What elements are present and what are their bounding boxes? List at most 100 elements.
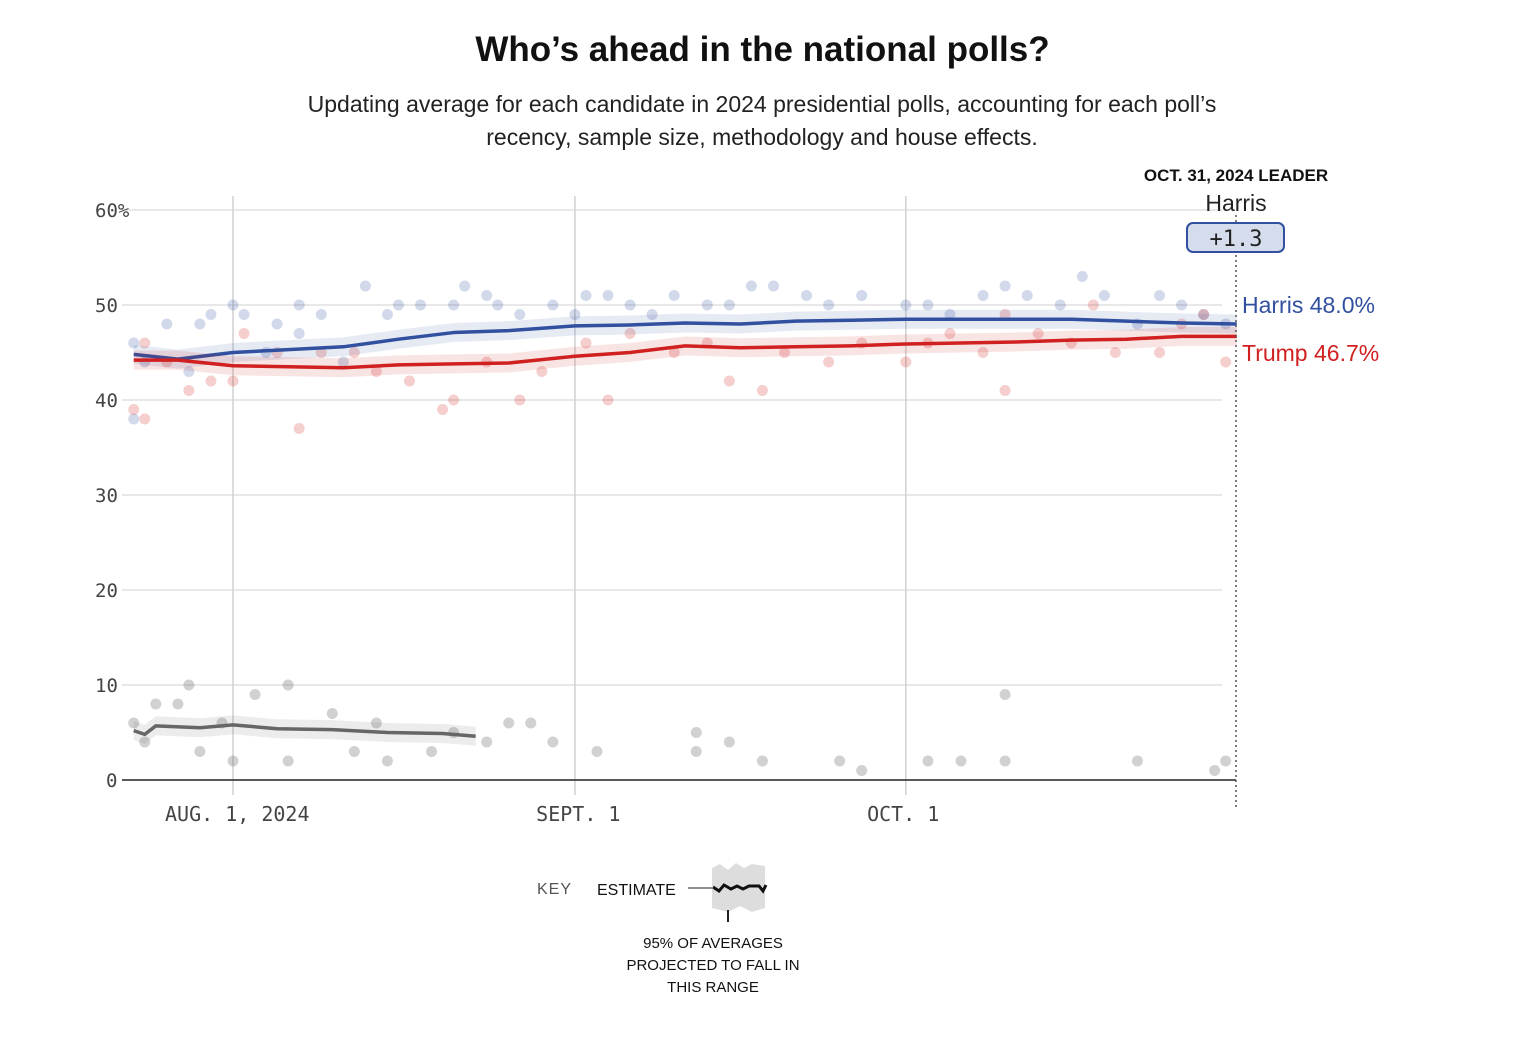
poll-dot: [569, 309, 581, 320]
poll-dot: [900, 299, 912, 311]
y-tick-label: 40: [95, 390, 118, 412]
poll-dot: [348, 347, 360, 358]
chart-title: Who’s ahead in the national polls?: [475, 30, 1050, 69]
poll-dot: [1176, 299, 1188, 311]
poll-dot: [481, 290, 493, 301]
poll-dot: [161, 318, 173, 330]
other-trend-line: [133, 723, 476, 739]
x-tick-label: AUG. 1, 2024: [165, 802, 310, 826]
poll-dot: [999, 385, 1011, 396]
key-line-sample: [712, 883, 768, 894]
poll-dot: [403, 375, 415, 387]
poll-dot: [1076, 271, 1088, 282]
poll-dot: [723, 736, 735, 748]
poll-dot: [823, 299, 835, 311]
key-range-note: 95% OF AVERAGES PROJECTED TO FALL IN THI…: [600, 933, 826, 999]
poll-dot: [690, 727, 702, 738]
poll-dot: [271, 318, 283, 330]
poll-dot: [1154, 347, 1166, 358]
poll-dot: [1220, 755, 1232, 767]
poll-dot: [1198, 309, 1210, 320]
leader-name: Harris: [1205, 190, 1266, 216]
poll-dot: [525, 717, 537, 729]
poll-dot: [668, 290, 680, 301]
poll-dot: [415, 299, 427, 311]
poll-dot: [437, 404, 449, 415]
poll-dot: [701, 299, 713, 311]
poll-dot: [999, 309, 1011, 320]
poll-dot: [238, 328, 250, 339]
poll-dot: [503, 717, 515, 729]
poll-dot: [183, 385, 195, 396]
poll-dot: [944, 309, 956, 320]
poll-dot: [602, 290, 614, 301]
poll-dot: [547, 736, 559, 748]
poll-dot: [227, 755, 239, 767]
poll-dot: [492, 299, 504, 311]
key-range-note-line: PROJECTED TO FALL IN: [626, 957, 800, 974]
y-tick-label: 20: [95, 580, 118, 602]
poll-dot: [139, 736, 151, 748]
poll-dot: [1098, 290, 1110, 301]
poll-dot: [139, 413, 151, 425]
poll-dot: [801, 290, 813, 301]
poll-dot: [723, 375, 735, 387]
poll-dot: [834, 755, 846, 767]
poll-dot: [1032, 328, 1044, 339]
poll-dot: [944, 328, 956, 339]
poll-dot: [514, 309, 526, 320]
poll-dot: [856, 765, 868, 776]
x-tick-label: SEPT. 1: [536, 802, 620, 826]
poll-dot: [756, 755, 768, 767]
other-polls: [128, 679, 1232, 776]
poll-dot: [359, 280, 371, 292]
key-estimate-label: ESTIMATE: [597, 882, 676, 899]
poll-dot: [547, 299, 559, 311]
poll-dot: [238, 309, 250, 320]
poll-dot: [591, 746, 603, 757]
poll-dot: [459, 280, 471, 292]
y-tick-label: 10: [95, 675, 118, 697]
poll-dot: [580, 290, 592, 301]
poll-dot: [999, 689, 1011, 700]
poll-dot: [128, 413, 140, 425]
poll-dot: [1198, 309, 1210, 320]
poll-dot: [381, 309, 393, 320]
poll-dot: [205, 309, 217, 320]
poll-dot: [370, 717, 382, 729]
poll-dot: [1220, 356, 1232, 368]
leader-margin-badge: [1186, 222, 1285, 253]
poll-dot: [172, 698, 184, 710]
poll-dot: [955, 755, 967, 767]
poll-dot: [624, 328, 636, 339]
key-range-note-line: THIS RANGE: [667, 979, 759, 996]
poll-dot: [249, 689, 261, 700]
poll-dot: [999, 755, 1011, 767]
poll-dot: [999, 280, 1011, 292]
y-tick-label: 50: [95, 295, 118, 317]
poll-dot: [293, 423, 305, 434]
y-tick-label: 60%: [95, 200, 130, 222]
poll-dot: [1131, 755, 1143, 767]
poll-dot: [315, 309, 327, 320]
poll-dot: [194, 746, 206, 757]
poll-dot: [767, 280, 779, 292]
poll-dot: [779, 347, 790, 358]
poll-dot: [448, 299, 460, 311]
poll-dot: [370, 366, 382, 377]
poll-dot: [1087, 299, 1099, 311]
poll-dot: [326, 708, 338, 719]
chart-subtitle: Updating average for each candidate in 2…: [307, 91, 1217, 150]
poll-dot: [381, 755, 393, 767]
poll-dot: [624, 299, 636, 311]
poll-dot: [646, 309, 658, 320]
poll-dot: [426, 746, 438, 757]
poll-dot: [293, 328, 305, 339]
poll-dot: [922, 299, 934, 311]
poll-dot: [1154, 290, 1166, 301]
poll-dot: [1209, 765, 1221, 776]
poll-dot: [282, 679, 294, 691]
trump-end-label: Trump 46.7%: [1242, 340, 1379, 366]
harris-end-label: Harris 48.0%: [1242, 292, 1375, 318]
poll-dot: [536, 366, 548, 377]
